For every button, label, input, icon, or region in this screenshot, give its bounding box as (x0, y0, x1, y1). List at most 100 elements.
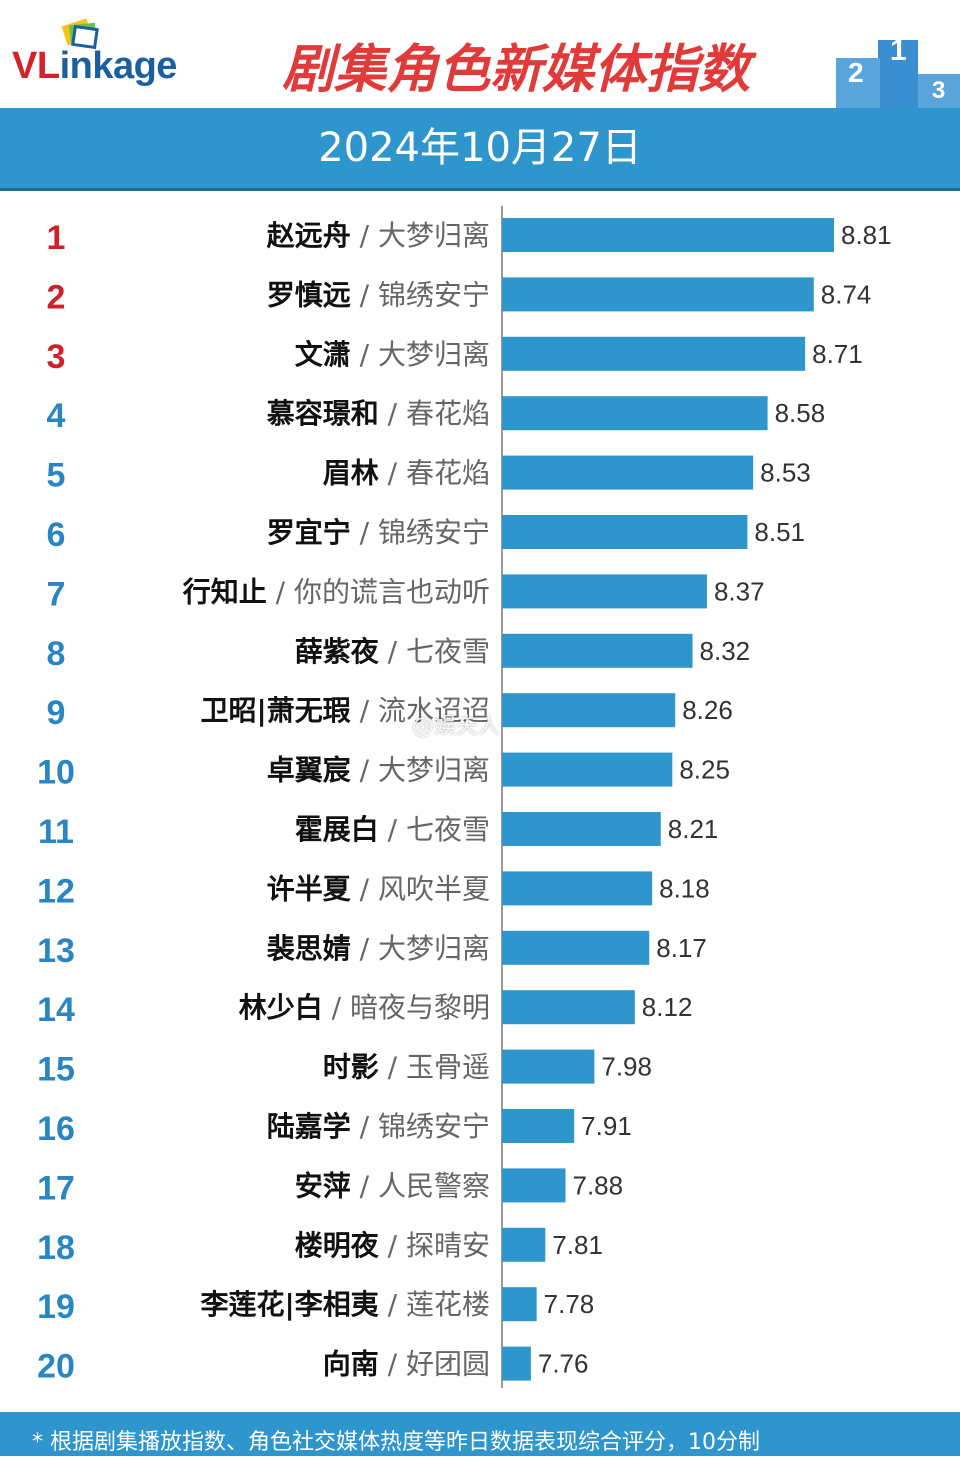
value-label: 8.18 (659, 873, 710, 903)
bar (502, 515, 748, 549)
drama-name: 大梦归离 (378, 219, 490, 252)
drama-name: 锦绣安宁 (378, 516, 490, 549)
value-label: 7.78 (544, 1289, 595, 1319)
rank-number: 19 (37, 1288, 75, 1326)
brand-logo: VLinkage (12, 44, 177, 88)
date-banner (0, 108, 960, 188)
value-label: 7.88 (573, 1170, 624, 1200)
svg-text:3: 3 (932, 77, 945, 104)
bar (502, 396, 768, 431)
bar (502, 1168, 566, 1203)
drama-name: 好团圆 (406, 1348, 490, 1381)
drama-name: 锦绣安宁 (378, 278, 490, 311)
label-separator: / (267, 575, 294, 608)
bar (502, 990, 635, 1025)
category-label: 安萍 / 人民警察 (295, 1169, 490, 1202)
value-label: 7.76 (538, 1349, 589, 1379)
value-label: 8.21 (668, 814, 719, 844)
drama-name: 莲花楼 (406, 1288, 490, 1321)
bar (502, 277, 814, 312)
rank-number: 8 (47, 635, 66, 673)
svg-text:1: 1 (890, 34, 907, 67)
page-title: 剧集角色新媒体指数 (282, 40, 751, 100)
rank-number: 11 (38, 813, 74, 851)
category-label: 眉林 / 春花焰 (323, 457, 490, 490)
value-label: 7.81 (552, 1230, 603, 1260)
podium-icon: 1 2 3 (836, 34, 960, 108)
rank-number: 4 (47, 397, 66, 435)
label-separator: / (379, 457, 406, 490)
rank-number: 9 (47, 694, 66, 732)
ranking-bar-chart: 1 赵远舟 / 大梦归离 8.81 2 罗慎远 / 锦绣安宁 8.74 3 文潇 / 大梦归离… (37, 206, 892, 1388)
bar (502, 812, 661, 846)
drama-name: 大梦归离 (378, 338, 490, 371)
role-name: 霍展白 (295, 813, 379, 846)
value-label: 8.26 (682, 695, 733, 725)
rank-number: 5 (47, 457, 66, 495)
category-label: 李莲花|李相夷 / 莲花楼 (201, 1288, 490, 1321)
drama-name: 探晴安 (406, 1229, 490, 1262)
value-label: 8.81 (841, 220, 892, 250)
bar (502, 1109, 575, 1143)
bar (502, 455, 754, 490)
category-label: 楼明夜 / 探晴安 (295, 1229, 490, 1262)
rank-number: 3 (47, 338, 66, 376)
rank-number: 7 (47, 575, 66, 613)
role-name: 李莲花|李相夷 (201, 1288, 379, 1321)
value-label: 8.51 (754, 517, 805, 547)
label-separator: / (351, 932, 378, 965)
label-separator: / (323, 991, 350, 1024)
label-separator: / (379, 1229, 406, 1262)
drama-name: 七夜雪 (406, 813, 490, 846)
drama-name: 大梦归离 (378, 754, 490, 787)
value-label: 8.17 (656, 933, 707, 963)
role-name: 慕容璟和 (267, 397, 379, 430)
rank-number: 14 (37, 991, 75, 1029)
label-separator: / (379, 813, 406, 846)
role-name: 许半夏 (267, 872, 352, 905)
category-label: 罗宜宁 / 锦绣安宁 (267, 516, 490, 549)
rank-number: 10 (37, 754, 75, 792)
rank-number: 2 (47, 278, 66, 316)
label-separator: / (351, 219, 378, 252)
drama-name: 玉骨遥 (406, 1051, 490, 1084)
category-label: 霍展白 / 七夜雪 (295, 813, 490, 846)
rank-number: 1 (47, 219, 66, 257)
watermark: @娱夫人 (412, 714, 501, 739)
drama-name: 流水迢迢 (378, 694, 490, 727)
category-label: 许半夏 / 风吹半夏 (267, 872, 490, 905)
category-label: 林少白 / 暗夜与黎明 (239, 991, 490, 1024)
role-name: 卓翼宸 (267, 754, 352, 787)
role-name: 安萍 (295, 1169, 351, 1202)
footer-note: * 根据剧集播放指数、角色社交媒体热度等昨日数据表现综合评分，10分制 (32, 1430, 760, 1455)
drama-name: 春花焰 (406, 457, 490, 490)
value-label: 8.12 (642, 992, 693, 1022)
role-name: 裴思婧 (267, 932, 351, 965)
role-name: 薛紫夜 (295, 635, 380, 668)
drama-name: 暗夜与黎明 (350, 991, 490, 1024)
rank-number: 6 (47, 516, 66, 554)
category-label: 卫昭|萧无瑕 / 流水迢迢 (201, 694, 490, 727)
label-separator: / (351, 278, 378, 311)
rank-number: 12 (37, 872, 75, 910)
label-separator: / (379, 1348, 406, 1381)
bar (502, 1346, 531, 1381)
label-separator: / (379, 1288, 406, 1321)
drama-name: 春花焰 (406, 397, 490, 430)
category-label: 慕容璟和 / 春花焰 (267, 397, 490, 430)
bar (502, 752, 673, 787)
rank-number: 16 (37, 1110, 75, 1148)
bar (502, 336, 806, 371)
label-separator: / (351, 338, 378, 371)
label-separator: / (351, 1110, 378, 1143)
value-label: 8.53 (760, 458, 811, 488)
role-name: 卫昭|萧无瑕 (201, 694, 351, 727)
role-name: 文潇 (295, 338, 351, 371)
label-separator: / (351, 1169, 378, 1202)
category-label: 罗慎远 / 锦绣安宁 (267, 278, 490, 311)
rank-number: 20 (37, 1348, 75, 1386)
bar (502, 218, 834, 252)
value-label: 8.74 (821, 279, 872, 309)
footer-band (0, 1412, 960, 1456)
category-label: 时影 / 玉骨遥 (323, 1051, 490, 1084)
